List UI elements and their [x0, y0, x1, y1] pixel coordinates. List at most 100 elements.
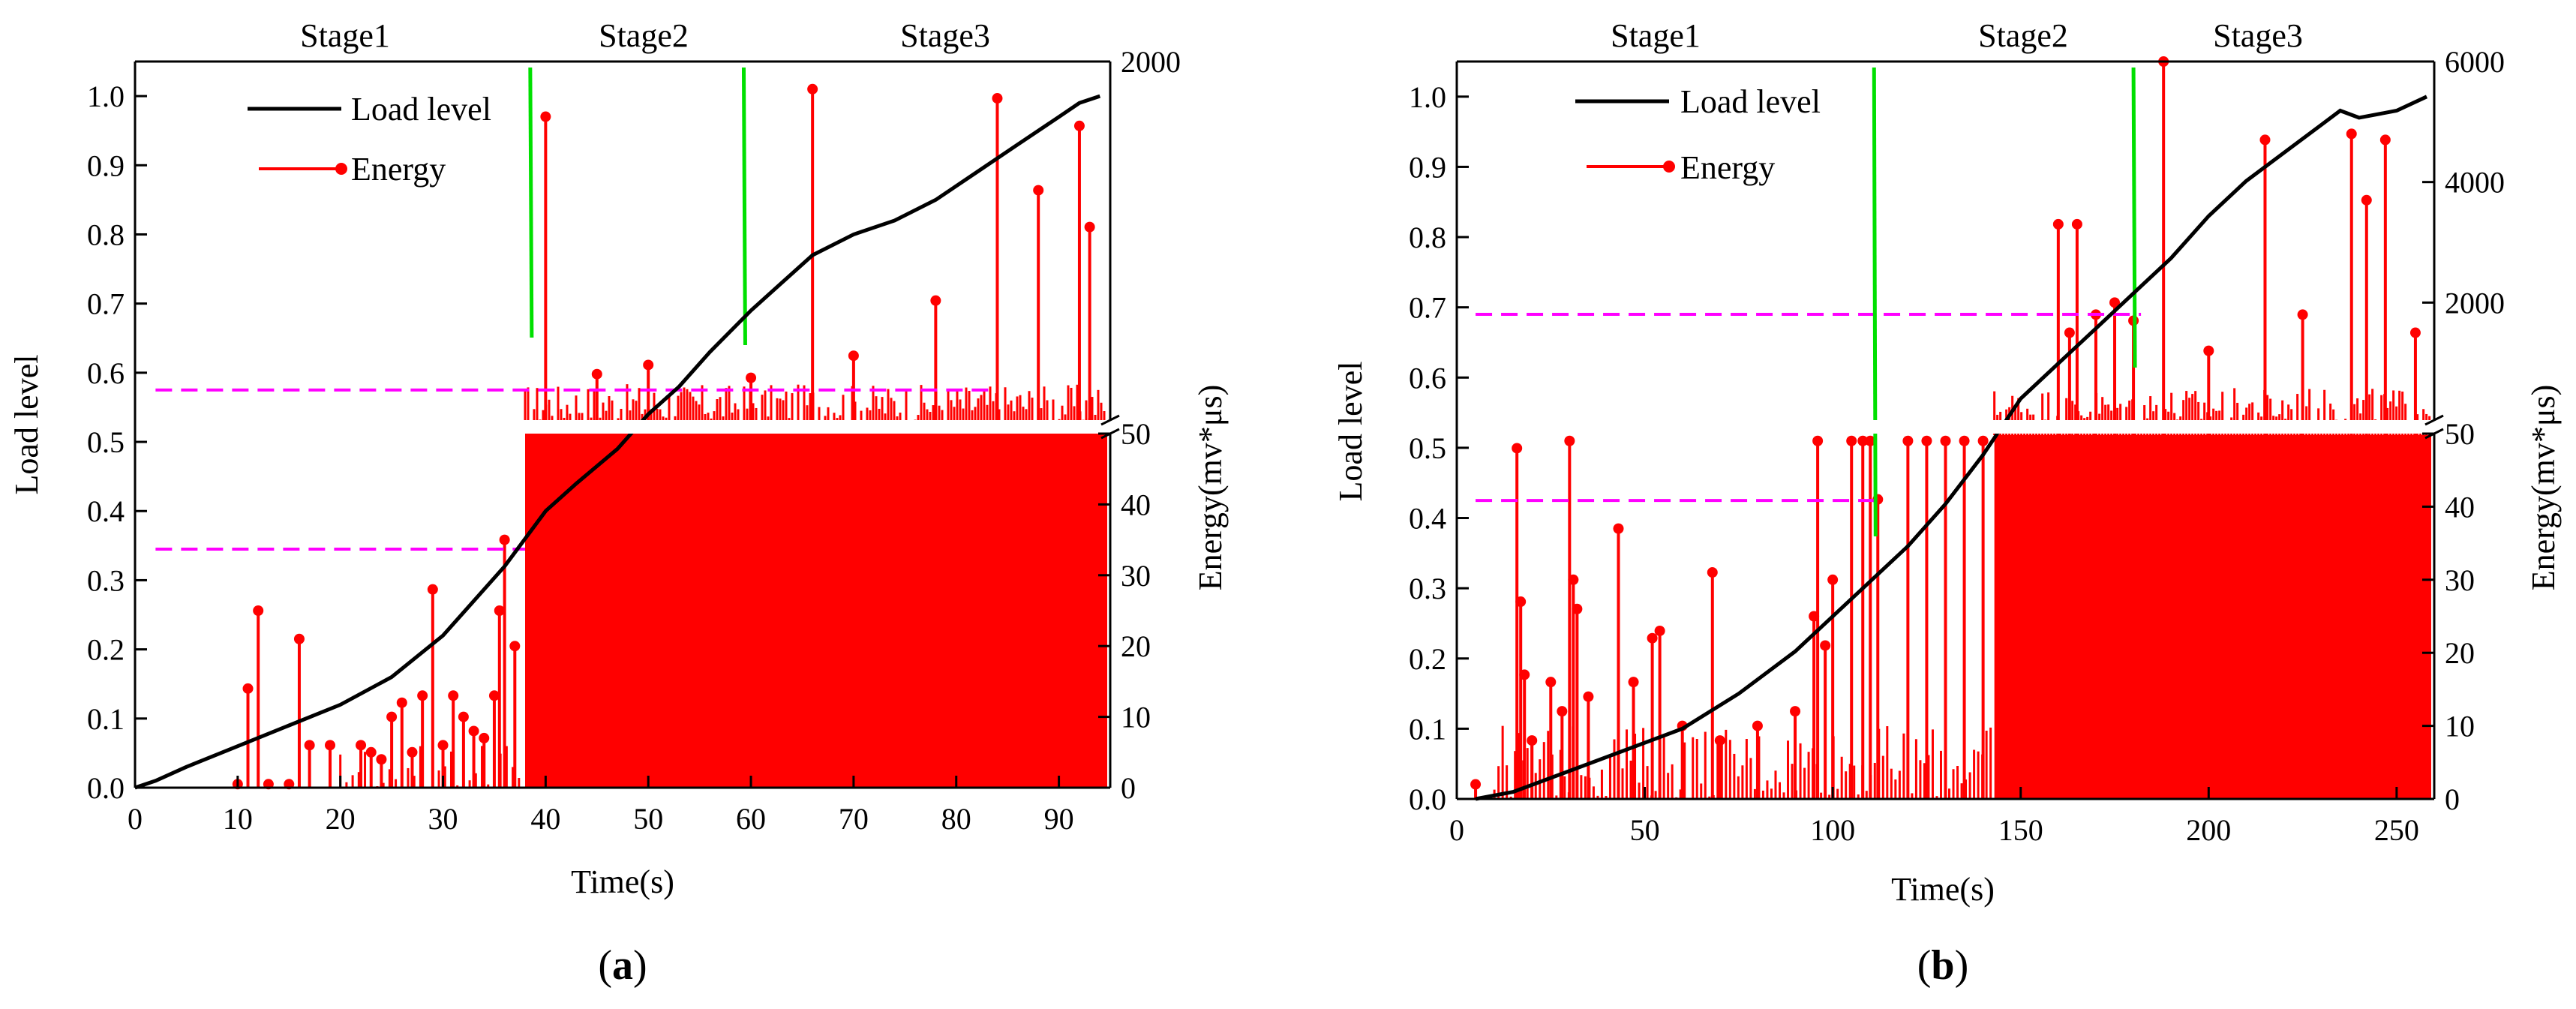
energy-point-a-24: [509, 641, 521, 652]
y-tick-label-b-3: 0.3: [1409, 572, 1446, 605]
energy-point-b-30: [1940, 435, 1951, 446]
energy-ticks-a: 0 10 20 30 40 50 2000: [1098, 45, 1181, 805]
energy-point-a-9: [365, 746, 377, 758]
stage-boundary-b-0: [1872, 67, 1878, 537]
energy-tick-label-low-b-5: 50: [2445, 417, 2475, 451]
energy-point-a-20: [479, 732, 490, 743]
energy-point-b-41: [2259, 134, 2271, 146]
energy-tick-label-low-a-3: 30: [1121, 559, 1151, 593]
panel-label-a: (a): [598, 942, 647, 989]
energy-point-a-16: [437, 740, 449, 751]
energy-tick-label-low-b-3: 30: [2445, 563, 2475, 597]
energy-point-a-8: [356, 740, 367, 751]
energy-point-a-33: [1033, 185, 1044, 196]
energy-dense-fill-a: [339, 384, 1107, 788]
stage-label-a-3: Stage3: [900, 17, 990, 54]
energy-point-a-2: [253, 605, 264, 616]
energy-point-b-10: [1583, 691, 1594, 702]
energy-point-b-46: [2409, 327, 2421, 338]
energy-tick-label-low-a-2: 20: [1121, 629, 1151, 663]
energy-point-a-1: [242, 683, 254, 694]
y-tick-label-b-0: 0.0: [1409, 782, 1446, 816]
energy-tick-label-high-b-1: 4000: [2445, 166, 2505, 200]
energy-point-b-7: [1564, 435, 1575, 446]
energy-point-b-37: [2109, 297, 2121, 308]
energy-point-a-17: [448, 690, 459, 701]
energy-tick-label-low-a-1: 10: [1121, 701, 1151, 734]
energy-point-b-32: [1977, 435, 1989, 446]
energy-point-a-13: [407, 746, 418, 758]
stage-boundary-a-1: [741, 67, 747, 346]
energy-point-b-40: [2203, 345, 2214, 356]
energy-point-b-12: [1628, 677, 1639, 688]
x-tick-label-b-4: 200: [2186, 813, 2231, 847]
energy-axis-title-a: Energy(mv*μs): [1192, 385, 1229, 591]
energy-point-b-11: [1613, 523, 1624, 534]
energy-point-a-7: [325, 740, 335, 751]
energy-point-a-34: [1073, 120, 1085, 131]
stage-label-b-2: Stage2: [1978, 17, 2068, 54]
energy-ticks-b: 0 10 20 30 40 50 2000 4000 6000: [2422, 45, 2505, 816]
energy-point-b-4: [1527, 735, 1538, 746]
x-tick-label-a-5: 50: [633, 802, 663, 836]
energy-point-b-5: [1545, 677, 1557, 688]
y-tick-label-b-8: 0.8: [1409, 221, 1446, 254]
x-tick-label-b-2: 100: [1810, 813, 1855, 847]
energy-point-a-18: [458, 711, 469, 722]
energy-point-b-2: [1515, 596, 1527, 608]
reference-lines-b: [1476, 313, 2142, 503]
energy-point-b-33: [2052, 218, 2064, 230]
stage-label-b-3: Stage3: [2213, 17, 2303, 54]
y-tick-label-a-9: 0.9: [87, 149, 125, 182]
y-tick-label-b-6: 0.6: [1409, 361, 1446, 395]
axis-break-gap-b: [1457, 420, 2434, 434]
energy-tick-label-low-a-0: 0: [1121, 771, 1136, 805]
energy-point-a-31: [930, 295, 941, 306]
energy-point-a-28: [746, 372, 757, 383]
energy-point-b-42: [2297, 309, 2308, 320]
x-tick-label-b-1: 50: [1630, 813, 1660, 847]
energy-point-b-35: [2071, 218, 2082, 230]
energy-point-a-29: [807, 83, 818, 95]
energy-point-b-22: [1820, 640, 1831, 651]
energy-point-b-14: [1654, 625, 1665, 636]
y-tick-label-a-0: 0.0: [87, 771, 125, 805]
energy-tick-label-high-b-0: 2000: [2445, 286, 2505, 320]
y-ticks-a: 0.0 0.1 0.2 0.3 0.4 0.5 0.6 0.7 0.8 0.9 1.0: [87, 80, 147, 805]
reference-lines-a: [155, 388, 998, 551]
energy-point-a-19: [468, 725, 479, 737]
y-tick-label-b-4: 0.4: [1409, 502, 1446, 536]
y-tick-label-a-6: 0.6: [87, 356, 125, 390]
energy-point-a-10: [376, 754, 387, 765]
energy-point-b-29: [1921, 435, 1932, 446]
energy-point-b-21: [1812, 435, 1824, 446]
energy-point-a-22: [494, 605, 505, 616]
x-tick-label-a-4: 40: [530, 802, 560, 836]
energy-point-b-31: [1959, 435, 1970, 446]
y-ticks-b: 0.0 0.1 0.2 0.3 0.4 0.5 0.6 0.7 0.8 0.9 1.0: [1409, 80, 1469, 816]
energy-point-a-21: [488, 690, 500, 701]
energy-axis-title-b: Energy(mv*μs): [2525, 385, 2562, 591]
energy-point-a-15: [427, 584, 438, 595]
y-tick-label-a-7: 0.7: [87, 287, 125, 321]
energy-point-a-14: [417, 690, 428, 701]
energy-point-a-32: [992, 93, 1003, 104]
energy-point-a-23: [499, 534, 510, 545]
y-tick-label-b-1: 0.1: [1409, 712, 1446, 746]
energy-point-b-28: [1902, 435, 1914, 446]
y-axis-title-a: Load level: [8, 355, 45, 495]
energy-point-a-25: [540, 111, 551, 122]
energy-point-a-5: [293, 633, 305, 644]
axis-break-gap-a: [135, 420, 1110, 434]
stage-boundaries-a: [528, 67, 747, 346]
x-tick-label-a-8: 80: [941, 802, 971, 836]
y-tick-label-b-10: 1.0: [1409, 80, 1446, 114]
energy-tick-label-high-a-0: 2000: [1121, 45, 1181, 79]
y-axis-title-b: Load level: [1332, 362, 1369, 502]
legend-marker-energy-b: [1663, 161, 1675, 173]
y-tick-label-b-2: 0.2: [1409, 642, 1446, 676]
y-tick-label-a-8: 0.8: [87, 218, 125, 251]
stage-boundary-a-0: [528, 67, 534, 338]
legend-b: Load level Energy: [1575, 83, 1821, 186]
